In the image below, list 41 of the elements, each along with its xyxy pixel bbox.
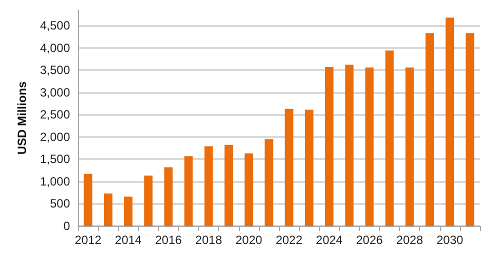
y-tick-label: 3,000	[40, 85, 70, 100]
y-axis-title: USD Millions	[15, 81, 29, 155]
bar	[224, 144, 233, 226]
y-tick-label: 1,500	[40, 152, 70, 166]
x-tick-label: 2022	[276, 233, 303, 247]
x-tick-label: 2016	[155, 233, 182, 247]
x-tick-label: 2014	[114, 233, 142, 247]
bar	[284, 108, 294, 226]
y-tick-label: 2,000	[40, 130, 70, 144]
bar	[405, 67, 414, 226]
bar	[264, 139, 274, 226]
bar	[104, 193, 112, 226]
bar	[164, 167, 173, 226]
bar	[144, 176, 153, 226]
y-tick-label: 1,000	[40, 174, 70, 188]
y-tick-label: 4,500	[40, 18, 70, 33]
bar	[365, 67, 374, 226]
x-tick-label: 2024	[316, 233, 343, 247]
bar	[385, 50, 394, 226]
bar	[244, 153, 254, 226]
bar	[204, 146, 213, 226]
bar	[446, 18, 454, 226]
y-tick-label: 0	[63, 219, 70, 233]
bar	[345, 64, 354, 226]
bar	[124, 196, 132, 226]
bar	[426, 33, 434, 226]
bar	[466, 33, 474, 226]
x-tick-label: 2028	[396, 233, 424, 247]
bar	[325, 67, 334, 226]
bar	[184, 156, 193, 226]
x-tick-label: 2012	[74, 233, 102, 247]
bar	[304, 110, 314, 226]
x-tick-label: 2026	[356, 233, 384, 247]
x-tick-label: 2020	[236, 233, 263, 247]
y-tick-label: 3,500	[40, 63, 70, 78]
x-tick-label: 2018	[195, 233, 222, 247]
bar	[84, 174, 92, 226]
y-tick-label: 4,000	[40, 40, 70, 55]
y-tick-label: 500	[50, 196, 70, 211]
y-tick-label: 2,500	[40, 108, 70, 122]
x-tick-label: 2030	[436, 233, 464, 247]
